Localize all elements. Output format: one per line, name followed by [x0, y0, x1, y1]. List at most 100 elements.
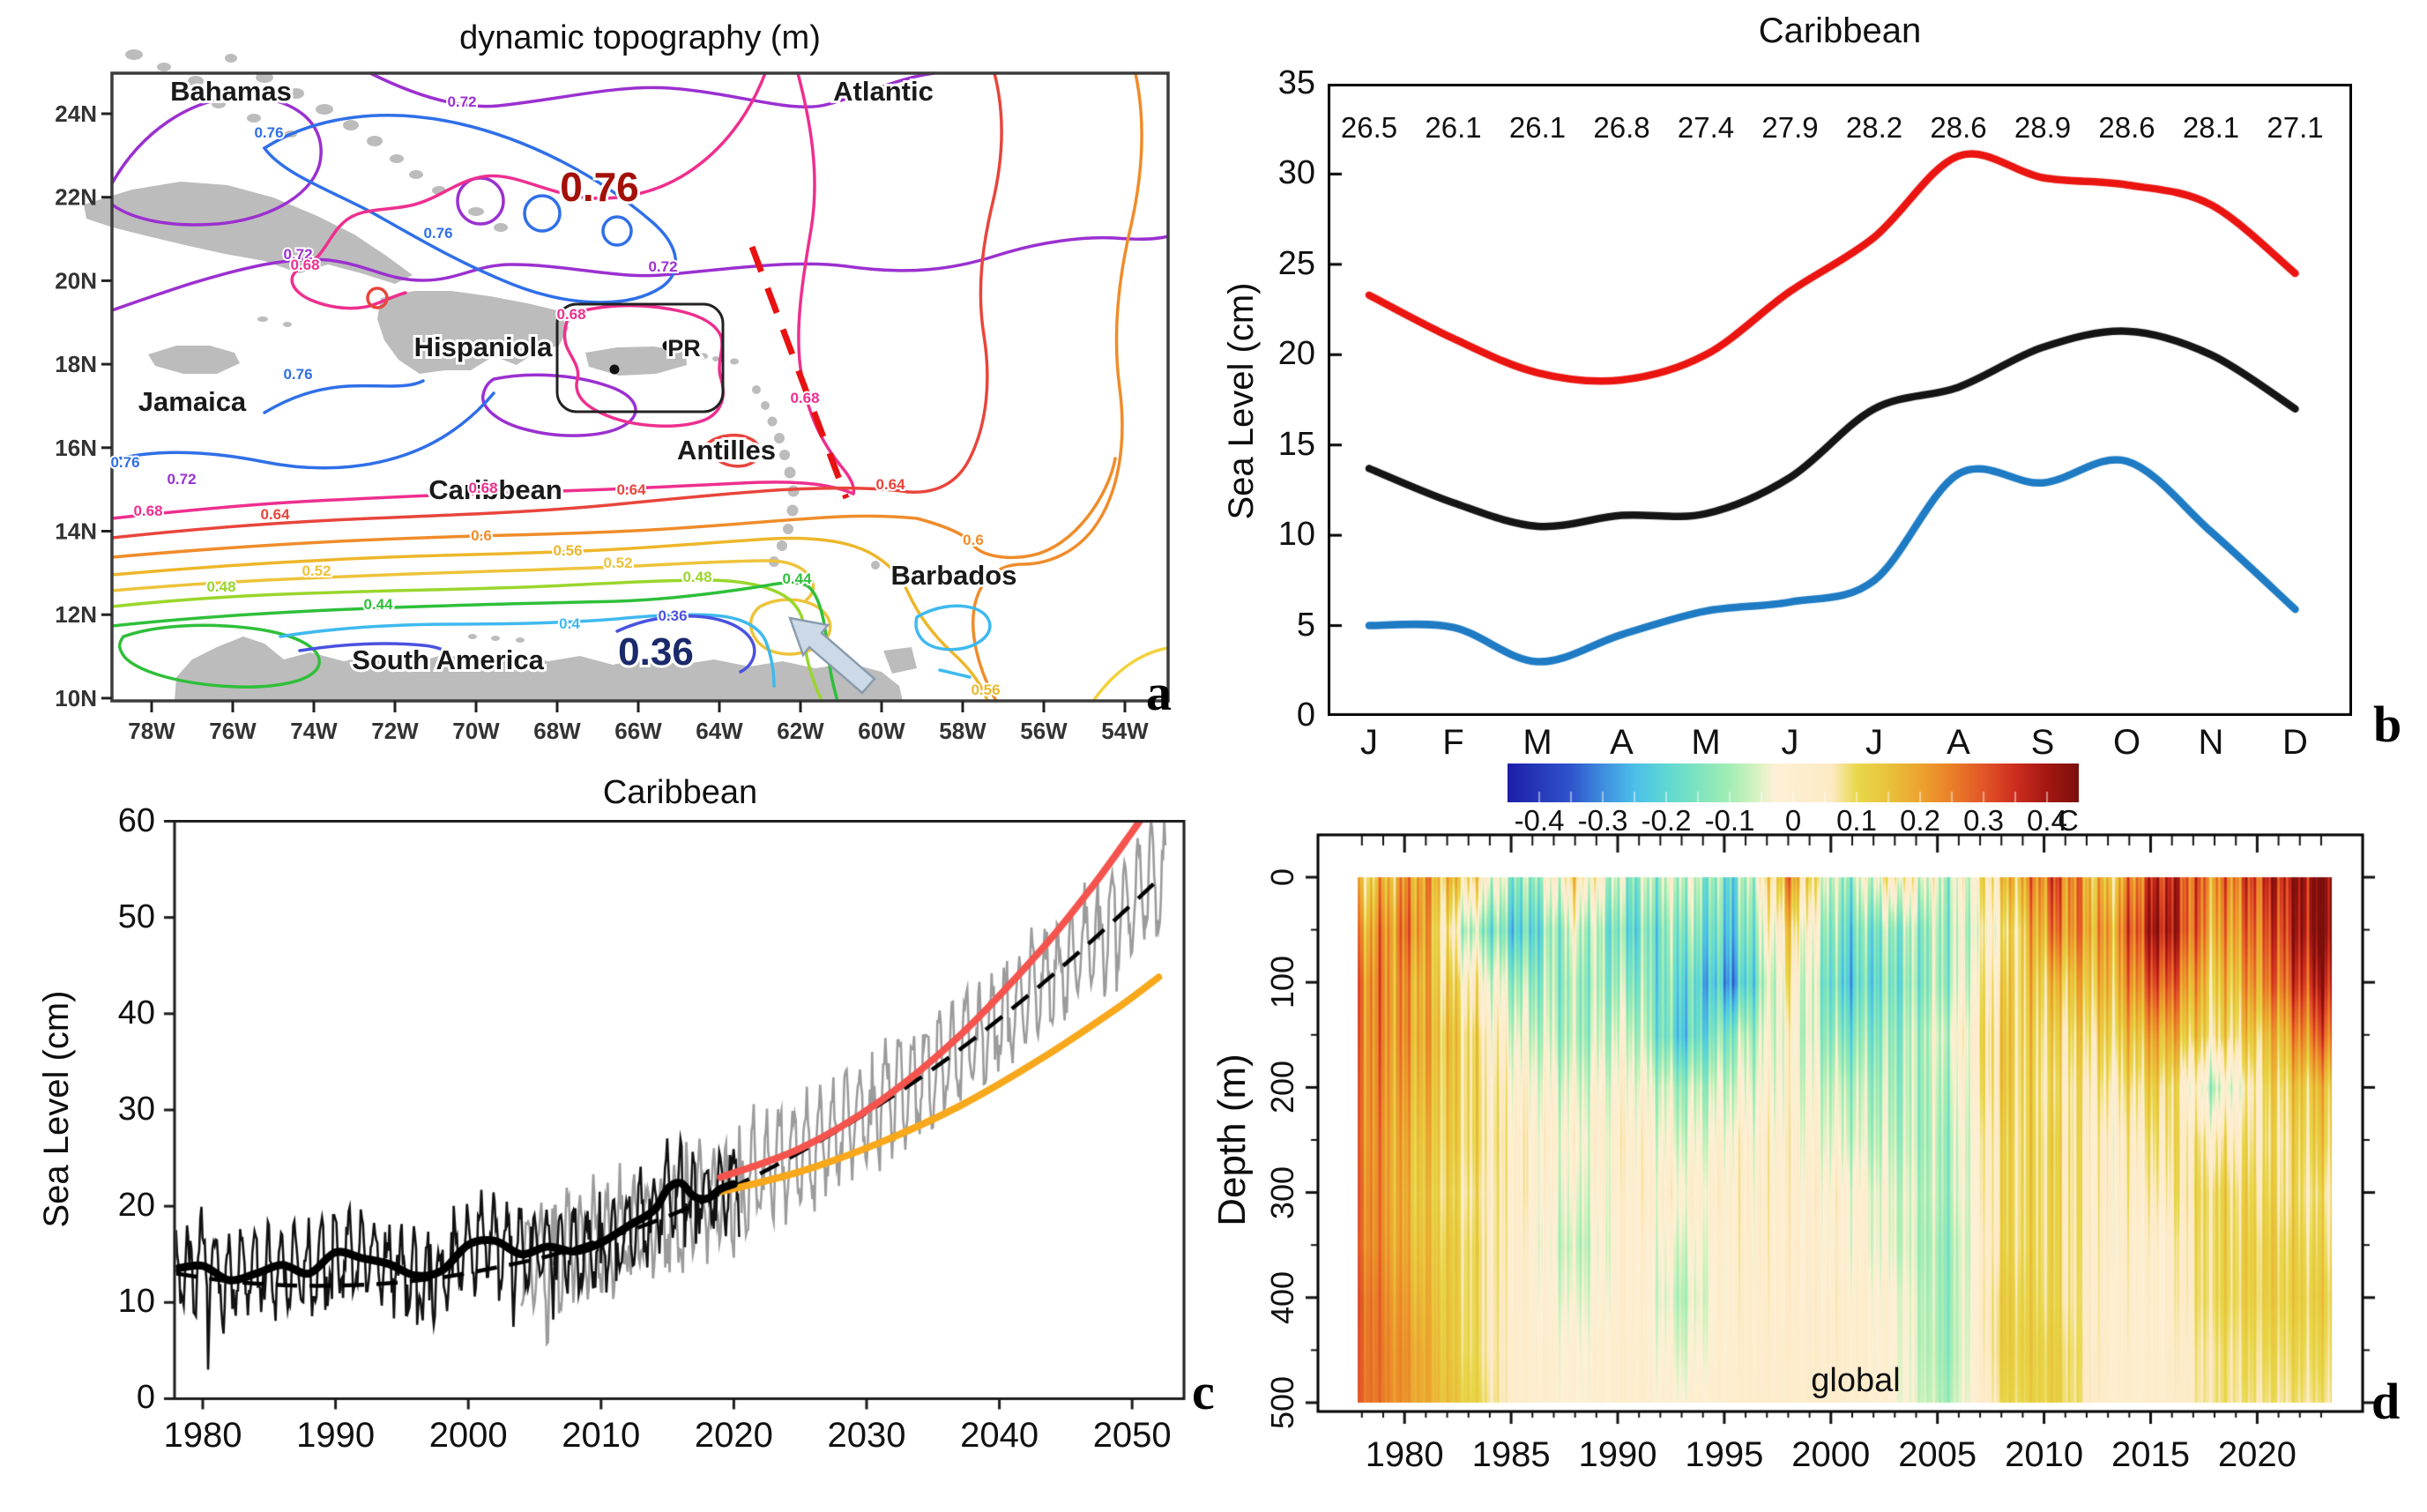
panel-b-chart-canvas — [1328, 84, 2352, 716]
lon-tick-label: 60W — [858, 718, 905, 744]
extreme-value-label: 0.76 — [560, 164, 639, 210]
contour-value-label: 0.56 — [553, 542, 582, 559]
panel-c-ytick-label: 0 — [136, 1379, 155, 1417]
lon-tick-label: 64W — [696, 718, 743, 744]
contour-value-label: 0.56 — [971, 682, 1000, 698]
panel-c-ylabel: Sea Level (cm) — [37, 990, 76, 1228]
contour-value-label: 0.76 — [423, 225, 452, 242]
panel-b-month-label: A — [1947, 723, 1970, 762]
panel-b-sst-value: 28.9 — [2014, 111, 2072, 144]
contour-value-label: 0.44 — [363, 596, 393, 613]
panel-b-sst-value: 28.6 — [1930, 111, 1987, 144]
contour-value-label: 0.48 — [682, 569, 711, 585]
contour-value-label: 0.64 — [616, 481, 646, 498]
lon-tick-label: 66W — [614, 718, 662, 744]
panel-d-ytick-label: 200 — [1264, 1061, 1300, 1114]
panel-c-xtick-label: 2050 — [1092, 1416, 1172, 1455]
lon-tick-label: 68W — [533, 718, 581, 744]
panel-c-title: Caribbean — [602, 774, 758, 811]
colorbar-tick-label: -0.3 — [1577, 804, 1628, 837]
station-dot — [609, 364, 620, 375]
place-label: Atlantic — [833, 76, 934, 107]
panel-d-ytick-label: 500 — [1264, 1375, 1300, 1430]
land-south-america — [175, 637, 903, 701]
map-land-shapes — [84, 49, 917, 701]
contour-value-label: 0.72 — [167, 471, 196, 488]
panel-b-month-label: J — [1360, 723, 1378, 762]
contour-value-label: 0.52 — [603, 555, 632, 571]
contour-value-label: 0.76 — [283, 366, 312, 383]
colorbar-tick-label: 0.2 — [1900, 804, 1940, 837]
panel-b-sst-value: 26.1 — [1425, 111, 1482, 144]
contour-value-label: 0.68 — [556, 306, 585, 323]
panel-c-xtick-label: 2000 — [428, 1416, 508, 1455]
panel-c-xtick-label: 2020 — [694, 1416, 773, 1455]
panel-b-sst-value: 28.1 — [2182, 111, 2240, 144]
contour-value-label: 0.6 — [963, 532, 984, 548]
panel-b-month-label: D — [2282, 723, 2308, 762]
lat-tick-label: 20N — [55, 267, 97, 294]
panel-b-month-label: F — [1442, 723, 1464, 762]
panel-b-month-label: O — [2112, 723, 2141, 762]
lon-tick-label: 70W — [452, 718, 500, 744]
lat-tick-label: 14N — [55, 518, 97, 545]
contour-value-label: 0.72 — [648, 258, 677, 275]
panel-a-letter: a — [1146, 664, 1172, 721]
lon-tick-label: 76W — [209, 718, 257, 744]
pr-highlight-box — [555, 302, 725, 413]
colorbar-tick-label: 0.1 — [1836, 804, 1877, 837]
map-border — [110, 71, 1170, 703]
lat-tick-label: 24N — [55, 101, 97, 127]
lon-tick-label: 72W — [371, 718, 419, 744]
map-contour-lines — [110, 71, 1170, 703]
panel-b-sst-value: 27.9 — [1761, 111, 1819, 144]
contour-value-label: 0.76 — [254, 124, 283, 141]
panel-b-sst-value: 28.6 — [2098, 111, 2155, 144]
contour-value-label: 0.44 — [782, 570, 812, 587]
place-label: Jamaica — [138, 386, 247, 417]
panel-b-sst-value: 26.5 — [1340, 111, 1398, 144]
panel-d-letter: d — [2371, 1373, 2401, 1430]
panel-b-sst-value: 28.2 — [1845, 111, 1903, 144]
panel-b-sst-value: 26.1 — [1508, 111, 1567, 144]
lon-tick-label: 58W — [939, 718, 986, 744]
land-hispaniola — [377, 291, 569, 374]
panel-d-ytick-label: 0 — [1264, 868, 1300, 887]
panel-b-month-label: J — [1781, 723, 1799, 762]
panel-d-xtick-label: 2005 — [1898, 1435, 1977, 1474]
panel-d-xtick-label: 2015 — [2111, 1435, 2190, 1474]
lat-tick-label: 22N — [55, 184, 97, 211]
panel-d-xtick-label: 1980 — [1365, 1435, 1444, 1474]
contour-value-label: 0.72 — [283, 246, 312, 263]
lat-tick-label: 16N — [55, 435, 97, 461]
panel-c-ytick-label: 10 — [117, 1283, 155, 1321]
place-label: Barbados — [891, 560, 1017, 591]
contour-value-label: 0.6 — [471, 527, 492, 544]
panel-d-xtick-label: 1995 — [1685, 1435, 1764, 1474]
panel-b-ytick-label: 15 — [1277, 425, 1315, 463]
contour-value-label: 0.52 — [302, 562, 331, 579]
colorbar-tick-label: -0.1 — [1704, 804, 1755, 837]
panel-d-xtick-label: 1985 — [1471, 1435, 1551, 1474]
panel-c-ytick-label: 40 — [117, 994, 155, 1032]
panel-c-xtick-label: 2030 — [827, 1416, 906, 1455]
lat-tick-label: 18N — [55, 351, 97, 377]
panel-c-xtick-label: 2040 — [960, 1416, 1039, 1455]
panel-d-ytick-label: 400 — [1264, 1270, 1300, 1324]
panel-b-month-label: J — [1865, 723, 1883, 762]
panel-b-ytick-label: 5 — [1296, 606, 1315, 644]
colorbar-tick-label: -0.4 — [1514, 804, 1565, 837]
panel-b-ytick-label: 20 — [1277, 335, 1315, 373]
panel-c-chart-canvas — [159, 820, 1186, 1414]
panel-a-map: 24N 22N 20N 18N 16N 14N 12N 10N 78W 76W 74W 72W 70W 6… — [55, 49, 1170, 744]
place-label: Bahamas — [170, 76, 292, 107]
place-label: PR — [667, 335, 701, 361]
contour-value-label: 0.4 — [559, 615, 580, 632]
land-trinidad — [883, 647, 917, 674]
panel-b-month-label: A — [1610, 723, 1634, 762]
panel-b-sst-value: 27.1 — [2267, 111, 2324, 144]
lat-tick-label: 10N — [55, 685, 97, 711]
panel-c-xtick-label: 1990 — [296, 1416, 376, 1455]
panel-b-title: Caribbean — [1758, 11, 1922, 50]
contour-value-label: 0.68 — [790, 390, 819, 406]
